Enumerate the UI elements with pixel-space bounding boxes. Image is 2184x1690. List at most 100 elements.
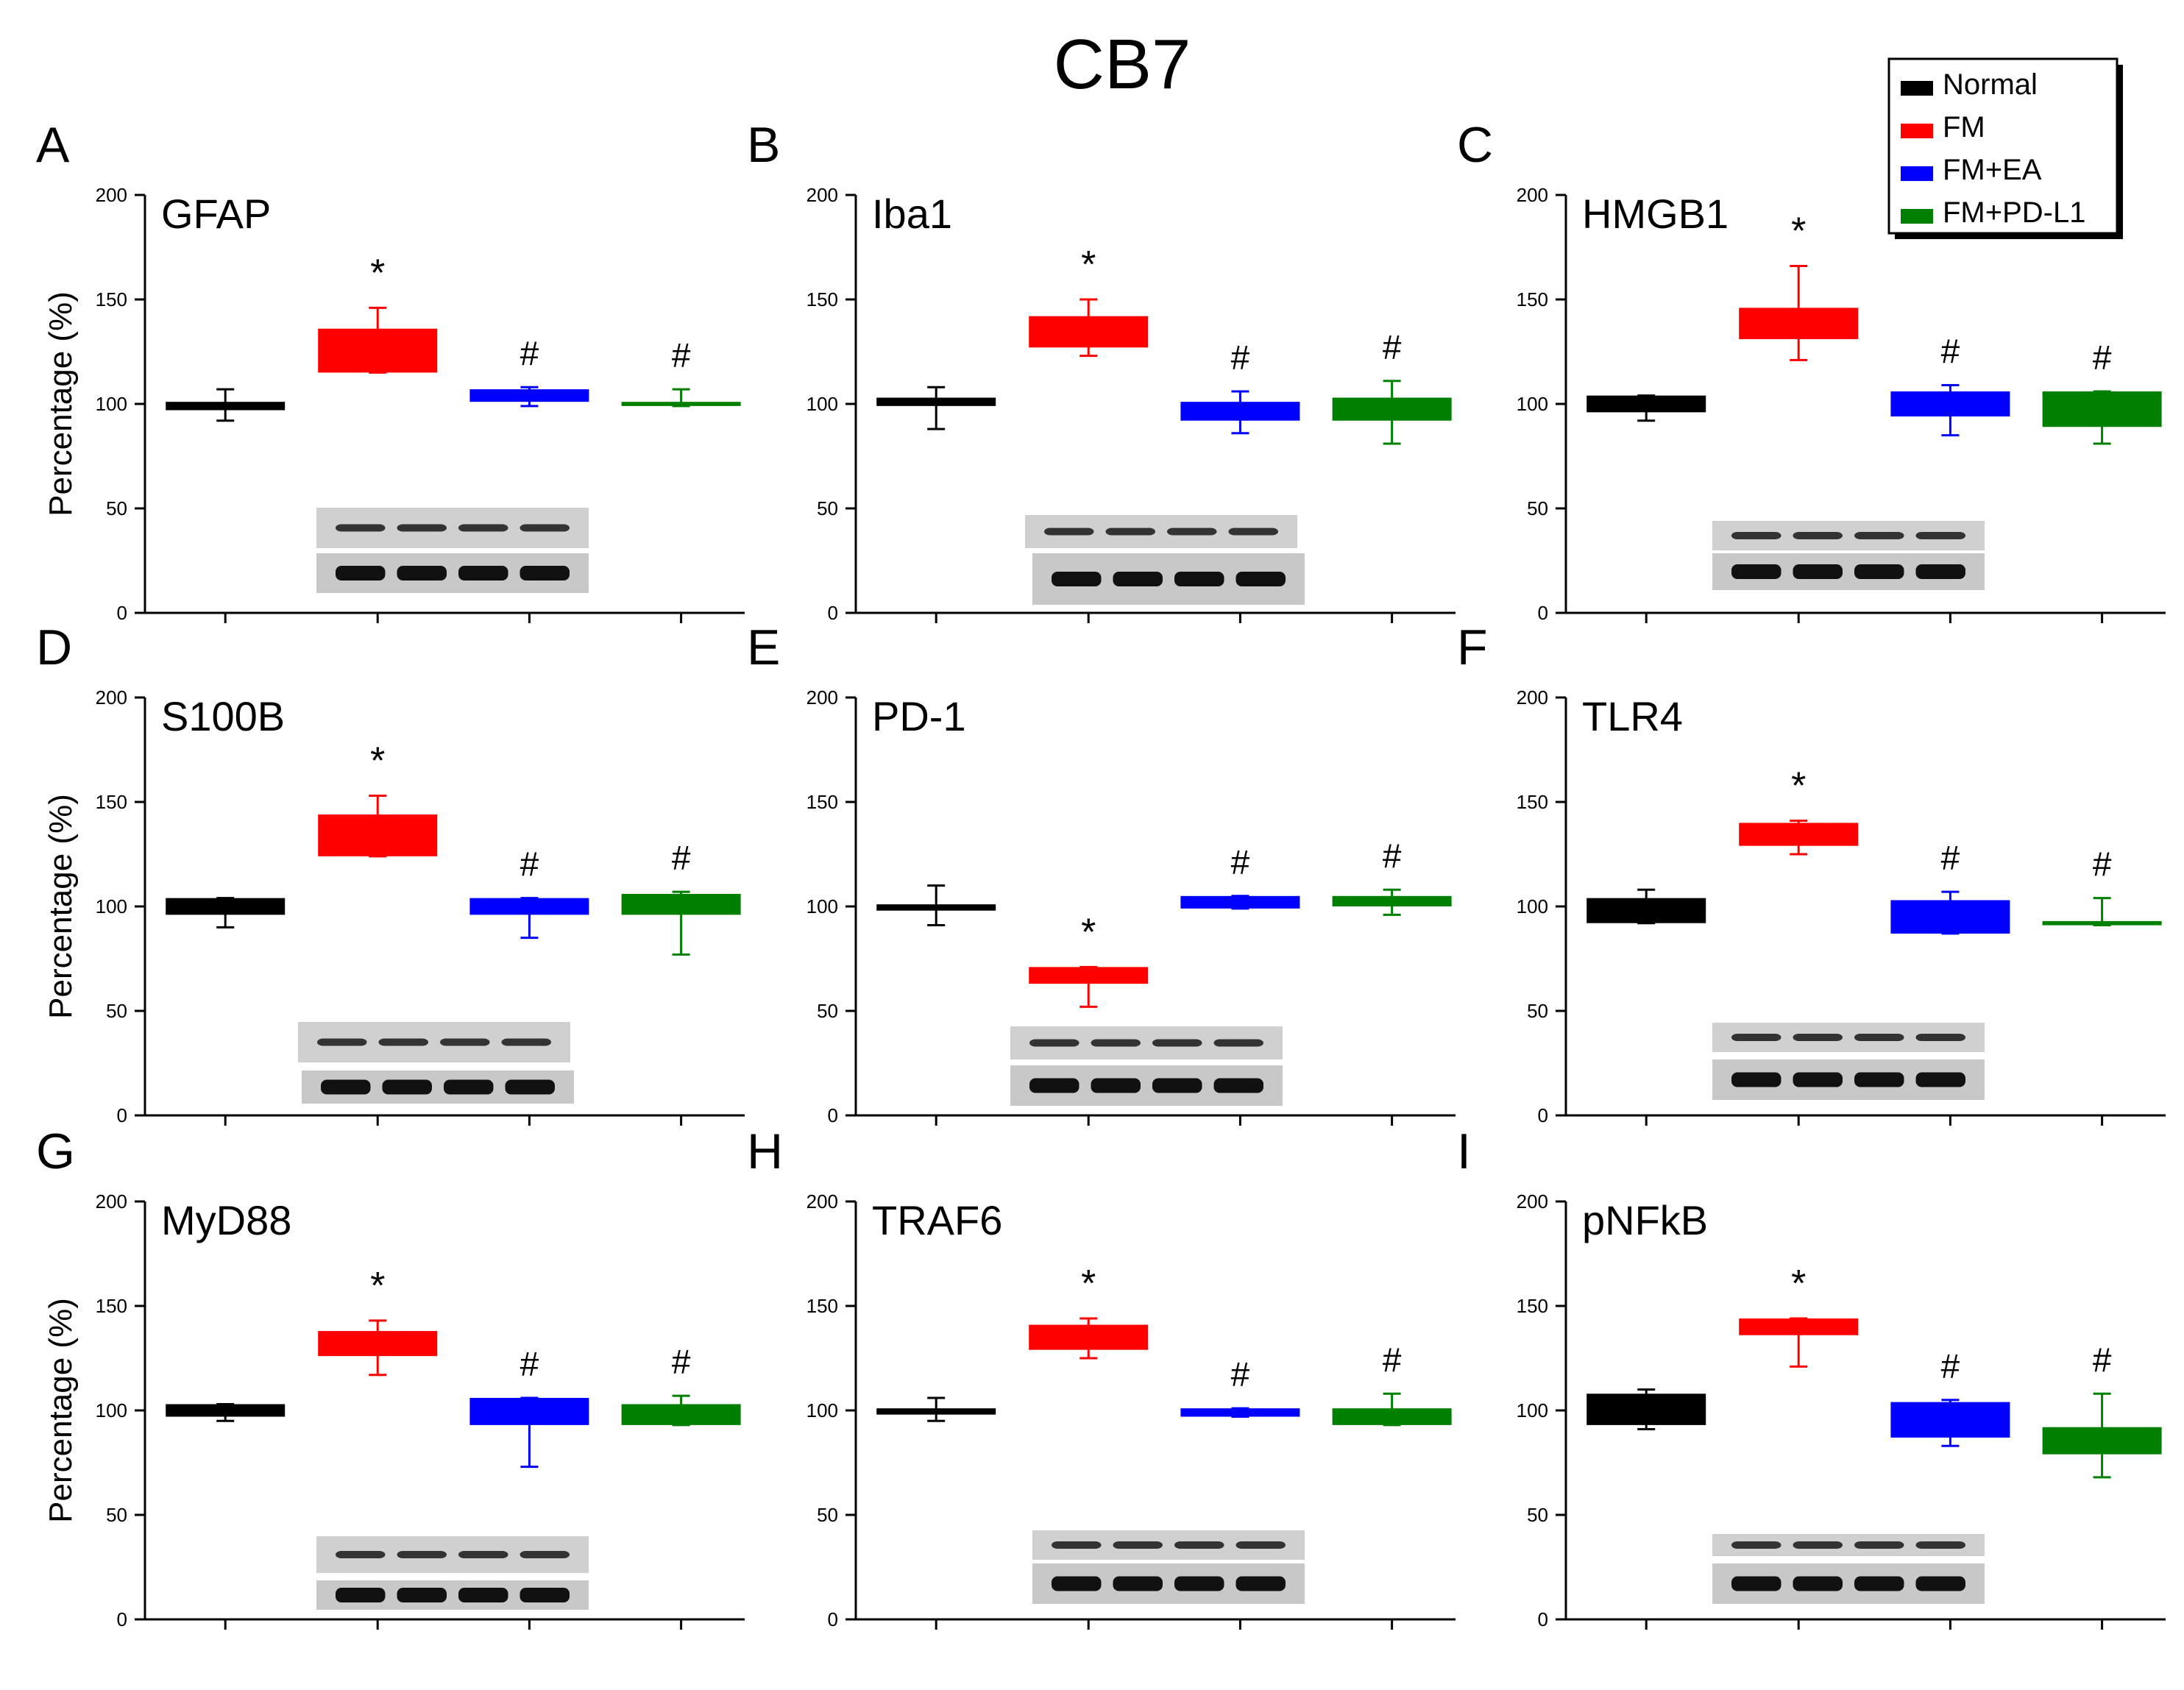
panel-letter: D xyxy=(36,619,72,675)
western-blot-image xyxy=(1032,1563,1305,1604)
western-blot-image xyxy=(1025,515,1297,548)
legend-swatch-fm xyxy=(1901,124,1933,138)
y-tick-label: 200 xyxy=(806,686,838,709)
significance-marker-fm-pd-l1: # xyxy=(1383,837,1402,875)
panel-title: S100B xyxy=(161,693,285,739)
y-tick-label: 150 xyxy=(96,1295,127,1317)
western-blot-image xyxy=(316,1580,589,1610)
significance-marker-fm-pd-l1: # xyxy=(2093,338,2112,377)
bar-fm-pd-l1 xyxy=(2042,1427,2162,1455)
bar-fm-pd-l1 xyxy=(1332,1408,1452,1425)
y-tick-label: 200 xyxy=(1517,184,1548,206)
y-tick-label: 50 xyxy=(106,1504,127,1526)
y-tick-label: 200 xyxy=(1517,686,1548,709)
panel-c: C 0 50 100 150 200 HMGB1 * # # xyxy=(1457,117,2166,624)
bar-fm xyxy=(1739,308,1859,339)
western-blot-image xyxy=(316,553,589,593)
y-tick-label: 100 xyxy=(96,393,127,415)
significance-marker-fm-pd-l1: # xyxy=(672,1343,691,1381)
bar-fm xyxy=(1029,1324,1149,1350)
panel-title: GFAP xyxy=(161,191,271,237)
significance-marker-fm-pd-l1: # xyxy=(1383,328,1402,366)
y-tick-label: 200 xyxy=(96,184,127,206)
panel-letter: A xyxy=(36,117,70,173)
bar-fm-ea xyxy=(469,1397,589,1425)
bar-fm-pd-l1 xyxy=(1332,397,1452,421)
western-blot-image xyxy=(1032,1530,1305,1560)
western-blot-image xyxy=(1032,553,1305,605)
bar-fm-pd-l1 xyxy=(2042,920,2162,926)
bar-normal xyxy=(166,1404,286,1417)
panel-title: TRAF6 xyxy=(872,1197,1002,1243)
y-tick-label: 150 xyxy=(96,288,127,310)
y-tick-label: 100 xyxy=(806,393,838,415)
y-tick-label: 50 xyxy=(817,497,838,519)
y-tick-label: 100 xyxy=(806,895,838,917)
y-tick-label: 0 xyxy=(828,1104,838,1126)
significance-marker-fm: * xyxy=(1791,210,1806,253)
y-tick-label: 0 xyxy=(117,1104,127,1126)
panel-title: pNFkB xyxy=(1582,1197,1708,1243)
significance-marker-fm-pd-l1: # xyxy=(672,336,691,374)
significance-marker-fm-ea: # xyxy=(520,845,539,884)
y-tick-label: 0 xyxy=(828,1608,838,1630)
bar-fm-pd-l1 xyxy=(1332,895,1452,906)
bar-fm xyxy=(318,814,438,856)
legend-swatch-fm-pd-l1 xyxy=(1901,209,1933,224)
y-axis-label: Percentage (%) xyxy=(43,1298,79,1523)
western-blot-image xyxy=(1010,1026,1283,1059)
y-tick-label: 0 xyxy=(1538,1608,1548,1630)
y-tick-label: 50 xyxy=(1527,1000,1548,1022)
panel-h: H 0 50 100 150 200 TRAF6 * # # xyxy=(747,1123,1456,1630)
bar-normal xyxy=(1586,395,1706,413)
legend-swatch-fm-ea xyxy=(1901,166,1933,181)
y-tick-label: 50 xyxy=(817,1000,838,1022)
y-tick-label: 50 xyxy=(106,497,127,519)
significance-marker-fm: * xyxy=(1081,244,1096,286)
y-tick-label: 0 xyxy=(1538,1104,1548,1126)
panel-letter: C xyxy=(1457,117,1493,173)
y-axis-label: Percentage (%) xyxy=(43,291,79,516)
bar-fm-ea xyxy=(1890,1402,2010,1438)
bar-fm-ea xyxy=(469,389,589,402)
y-tick-label: 0 xyxy=(117,602,127,624)
y-axis-label: Percentage (%) xyxy=(43,794,79,1019)
significance-marker-fm-pd-l1: # xyxy=(2093,845,2112,884)
y-tick-label: 200 xyxy=(806,184,838,206)
panel-title: MyD88 xyxy=(161,1197,291,1243)
bar-normal xyxy=(876,1408,996,1415)
significance-marker-fm-ea: # xyxy=(520,334,539,372)
panel-letter: E xyxy=(747,619,780,675)
y-tick-label: 100 xyxy=(1517,895,1548,917)
y-tick-label: 0 xyxy=(1538,602,1548,624)
panel-e: E 0 50 100 150 200 PD-1 * # # xyxy=(747,619,1456,1126)
y-tick-label: 50 xyxy=(817,1504,838,1526)
bar-fm-ea xyxy=(1180,1408,1300,1417)
bar-normal xyxy=(1586,898,1706,923)
bar-fm-pd-l1 xyxy=(2042,391,2162,427)
western-blot-image xyxy=(316,508,589,548)
significance-marker-fm-pd-l1: # xyxy=(1383,1341,1402,1379)
western-blot-image xyxy=(316,1536,589,1573)
y-tick-label: 50 xyxy=(1527,1504,1548,1526)
western-blot-image xyxy=(1712,521,1985,550)
y-tick-label: 150 xyxy=(1517,288,1548,310)
panels: A 0 50 100 150 200 Percentage (%) GFAP * # # B 0 50 10… xyxy=(36,117,2166,1630)
legend-label-fm: FM xyxy=(1943,111,1985,143)
panel-letter: I xyxy=(1457,1123,1471,1179)
significance-marker-fm-ea: # xyxy=(520,1345,539,1383)
y-tick-label: 150 xyxy=(806,791,838,813)
significance-marker-fm-pd-l1: # xyxy=(2093,1341,2112,1379)
legend-label-fm-pd-l1: FM+PD-L1 xyxy=(1943,196,2086,229)
significance-marker-fm-ea: # xyxy=(1231,1355,1250,1393)
bar-normal xyxy=(166,402,286,411)
panel-b: B 0 50 100 150 200 Iba1 * # # xyxy=(747,117,1456,624)
significance-marker-fm: * xyxy=(1791,1263,1806,1305)
bar-fm-ea xyxy=(1180,402,1300,421)
bar-fm-ea xyxy=(469,898,589,915)
significance-marker-fm-ea: # xyxy=(1231,843,1250,881)
significance-marker-fm: * xyxy=(370,1265,385,1307)
western-blot-image xyxy=(1010,1065,1283,1106)
legend-label-normal: Normal xyxy=(1943,68,2038,101)
